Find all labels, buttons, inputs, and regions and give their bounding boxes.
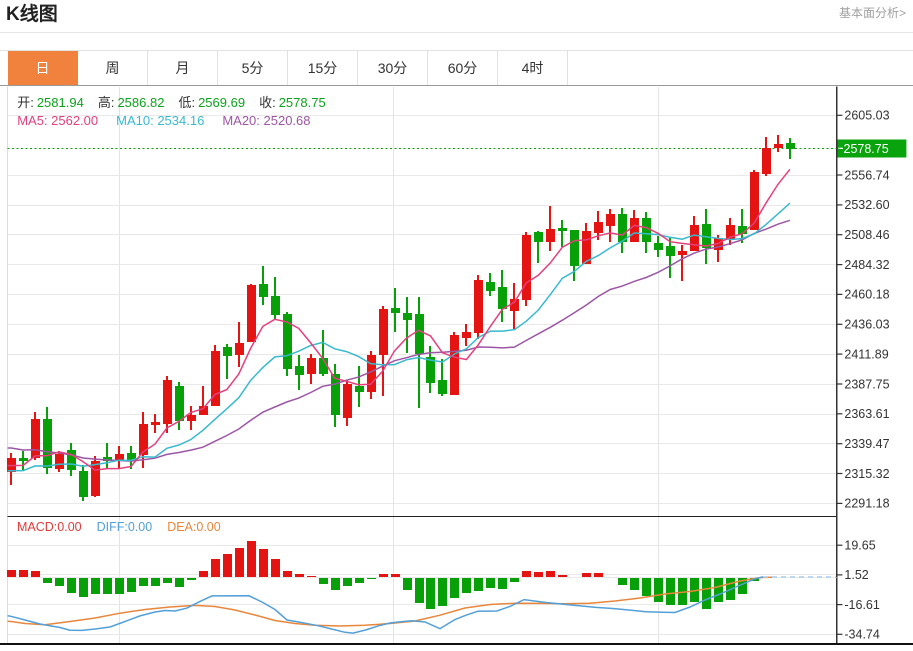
svg-text:2484.32: 2484.32: [844, 258, 889, 272]
svg-text:-16.61: -16.61: [844, 598, 879, 612]
svg-text:2291.18: 2291.18: [844, 497, 889, 511]
svg-text:2339.47: 2339.47: [844, 437, 889, 451]
svg-text:2387.75: 2387.75: [844, 377, 889, 391]
svg-text:2315.32: 2315.32: [844, 467, 889, 481]
svg-text:2436.03: 2436.03: [844, 318, 889, 332]
svg-text:2605.03: 2605.03: [844, 109, 889, 123]
svg-text:2411.89: 2411.89: [844, 347, 888, 361]
svg-text:1.52: 1.52: [844, 568, 868, 582]
svg-text:19.65: 19.65: [844, 539, 875, 553]
svg-text:2556.74: 2556.74: [844, 168, 889, 182]
svg-text:开:2581.94高:2586.82低:2569.69收:2: 开: 2581.94 高: 2586.82 低: 2569.69 收: 2578.75: [17, 95, 326, 110]
svg-text:2532.60: 2532.60: [844, 198, 889, 212]
svg-text:2578.75: 2578.75: [844, 142, 889, 156]
svg-text:2508.46: 2508.46: [844, 228, 889, 242]
svg-text:2460.18: 2460.18: [844, 288, 889, 302]
svg-text:2363.61: 2363.61: [844, 407, 889, 421]
svg-text:-34.74: -34.74: [844, 628, 879, 642]
